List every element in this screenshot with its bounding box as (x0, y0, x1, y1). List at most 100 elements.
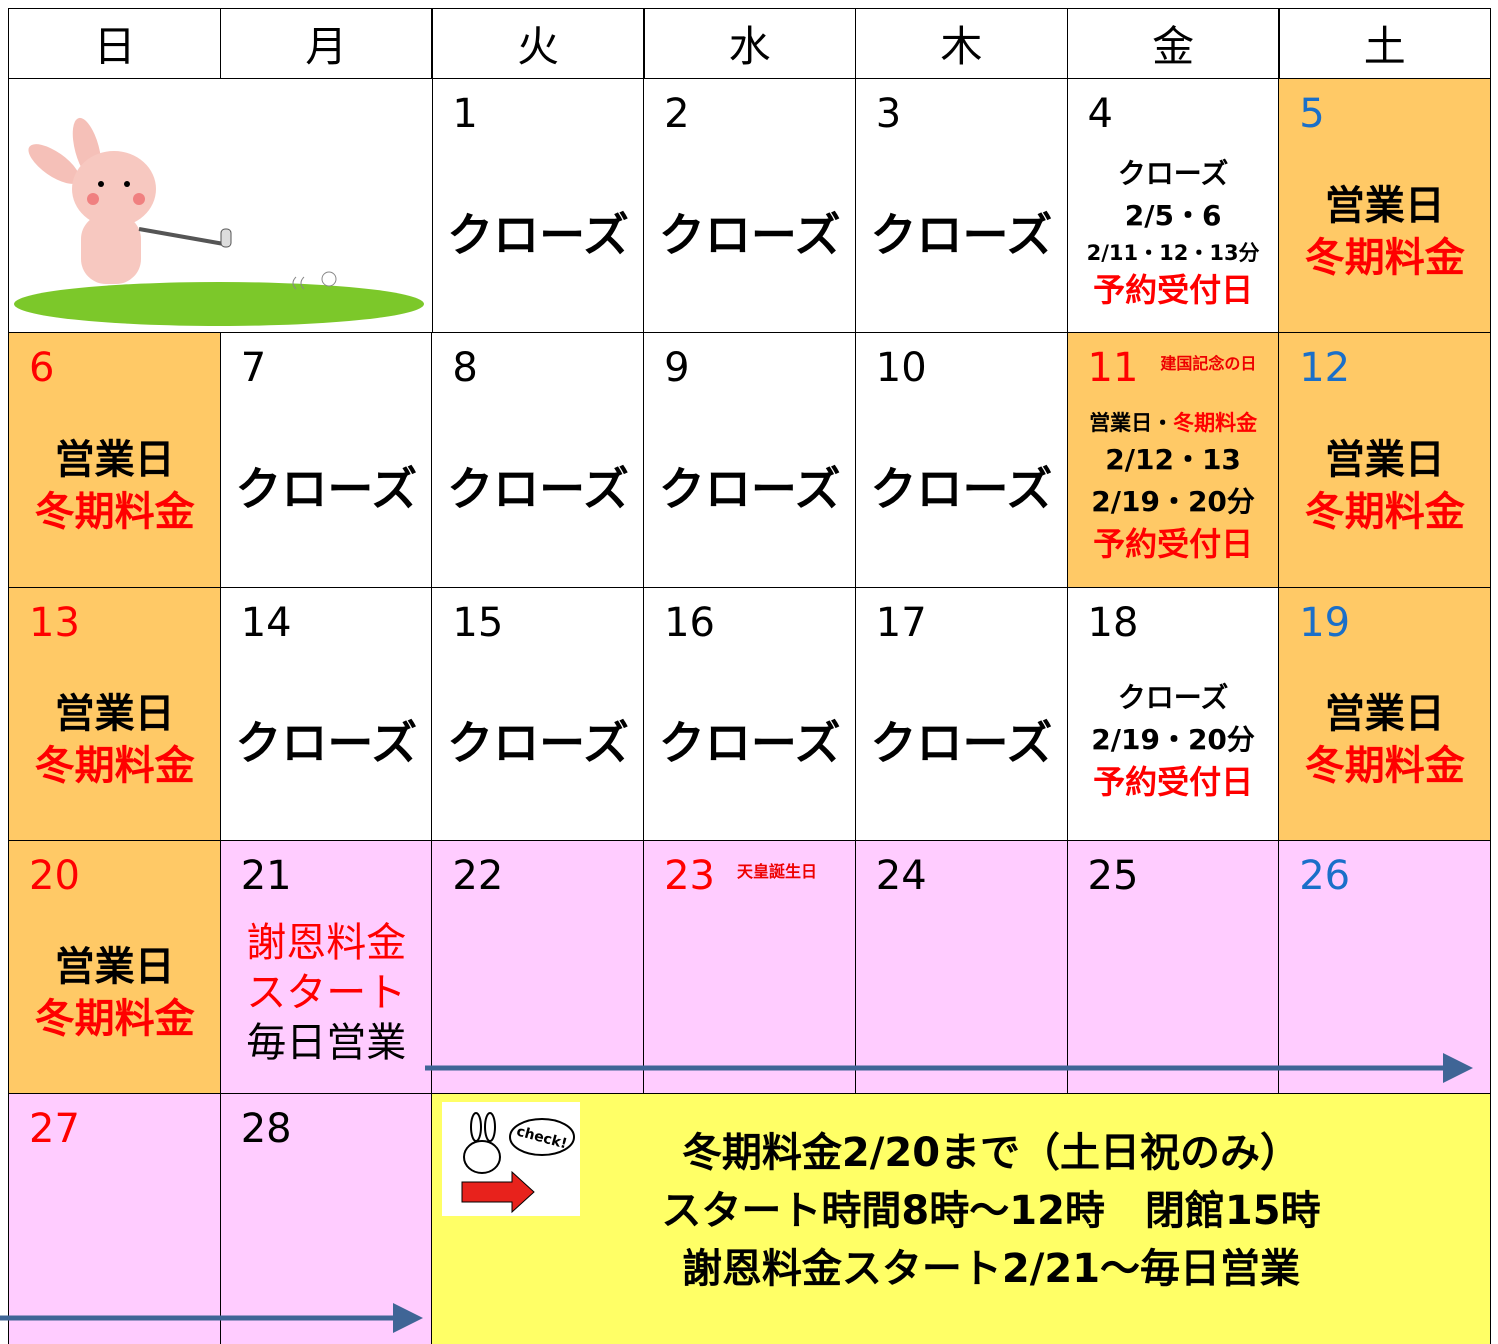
date-number: 21 (240, 853, 292, 899)
date-row: 28 (221, 1094, 432, 1164)
day-cell: 10 クローズ (854, 332, 1068, 589)
day-cell: 21 謝恩料金 スタート 毎日営業 (219, 840, 433, 1095)
cell-text-part: 2/5・6 (1124, 198, 1222, 232)
date-number: 12 (1299, 345, 1351, 391)
date-row: 27 (9, 1094, 220, 1164)
cell-text-part: スタート (246, 970, 407, 1017)
cell-text-part: 予約受付日 (1093, 270, 1254, 309)
cell-body: クローズ (432, 658, 643, 841)
date-number: 24 (875, 853, 927, 899)
date-number: 17 (875, 600, 927, 646)
cell-body (644, 911, 855, 1094)
cell-text: 営業日 (1325, 434, 1445, 486)
cell-text-part: 営業日 (1324, 691, 1445, 738)
day-cell: 7 クローズ (219, 332, 433, 589)
date-number: 14 (240, 600, 292, 646)
cell-text-part: 冬期料金 (1304, 743, 1465, 790)
cell-body: クローズ 2/5・6 2/11・12・13分予約受付日 (1068, 149, 1279, 333)
cell-body (9, 1164, 220, 1344)
cell-body: クローズ (221, 658, 432, 841)
day-cell: 2 クローズ (643, 78, 857, 334)
day-cell: 13 営業日 冬期料金 (8, 587, 222, 842)
day-cell: 20 営業日 冬期料金 (8, 840, 222, 1095)
cell-text: 2/12・13 (1105, 439, 1241, 481)
weekday-header: 水 (643, 8, 857, 80)
cell-text-part: 毎日営業 (246, 1020, 407, 1067)
date-number: 2 (664, 91, 690, 137)
date-row: 26 (1279, 841, 1490, 911)
date-number: 18 (1087, 600, 1139, 646)
date-number: 25 (1087, 853, 1139, 899)
cell-text-part: 冬期料金 (1304, 489, 1465, 536)
date-number: 4 (1087, 91, 1113, 137)
cell-text-part: クローズ (447, 462, 629, 517)
cell-text-part: 営業日 (54, 691, 175, 738)
cell-body: 営業日 冬期料金 (1279, 658, 1490, 841)
date-number: 28 (240, 1106, 292, 1152)
cell-text-part: 2/12・13 (1105, 443, 1241, 477)
weekday-header: 日 (8, 8, 222, 80)
day-cell: 19 営業日冬期料金 (1278, 587, 1492, 842)
date-number: 15 (452, 600, 504, 646)
cell-text: クローズ (447, 199, 629, 265)
cell-body (856, 911, 1067, 1094)
date-row: 20 (9, 841, 220, 911)
cell-body: クローズ (856, 149, 1067, 333)
notice-box: check! 冬期料金2/20まで（土日祝のみ） スタート時間8時～12時 閉館1… (431, 1093, 1491, 1344)
date-number: 19 (1299, 600, 1351, 646)
day-cell: 8 クローズ (431, 332, 645, 589)
cell-body: 営業日 冬期料金 (9, 403, 220, 588)
date-row: 19 (1279, 588, 1490, 658)
date-number: 3 (875, 91, 902, 137)
cell-text: クローズ (235, 453, 417, 519)
cell-text: 営業日 (55, 941, 175, 993)
notice-line: 謝恩料金スタート2/21～毎日営業 (681, 1246, 1301, 1292)
day-cell: 16 クローズ (643, 587, 857, 842)
date-row: 16 (644, 588, 855, 658)
cell-body: クローズ (856, 658, 1067, 841)
day-cell: 27 (8, 1093, 222, 1344)
cell-body: クローズ (644, 149, 855, 333)
day-cell: 28 (219, 1093, 433, 1344)
cell-body (1068, 911, 1279, 1094)
date-row: 5 (1279, 79, 1490, 149)
day-cell: 4 クローズ 2/5・6 2/11・12・13分 予約受付日 (1066, 78, 1280, 334)
cell-text: 2/19・20分 (1091, 719, 1255, 761)
day-cell: 15 クローズ (431, 587, 645, 842)
weekday-header: 火 (431, 8, 645, 80)
cell-text: クローズ (1118, 677, 1229, 719)
day-cell: 26 (1278, 840, 1492, 1095)
date-number: 7 (240, 345, 267, 391)
cell-text-part: 冬期料金 (34, 996, 195, 1043)
cell-text-part: クローズ (1117, 681, 1229, 715)
day-cell: 6 営業日 冬期料金 (8, 332, 222, 589)
cell-text: クローズ (1118, 153, 1229, 195)
date-row: 2 (644, 79, 855, 149)
cell-text: クローズ (447, 453, 629, 519)
date-number: 22 (452, 853, 504, 899)
cell-body (1279, 911, 1490, 1094)
cell-text: クローズ (871, 453, 1053, 519)
date-number: 20 (29, 853, 80, 899)
cell-text-part: クローズ (658, 716, 841, 771)
cell-text: 営業日 (1325, 688, 1445, 740)
date-row: 10 (856, 333, 1067, 403)
cell-body: クローズ (432, 403, 643, 588)
day-cell: 11 建国記念の日 営業日・冬期料金 2/12・13 2/19・20分 予約受付日 (1066, 332, 1280, 589)
notice-text: 冬期料金2/20まで（土日祝のみ） スタート時間8時～12時 閉館15時 謝恩料金ス… (432, 1124, 1490, 1298)
cell-text-part: 営業日 (1324, 182, 1445, 229)
date-row: 8 (432, 333, 643, 403)
date-row: 6 (9, 333, 220, 403)
day-cell: 12 営業日 冬期料金 (1278, 332, 1492, 589)
cell-text-part: 2/11・12・13分 (1086, 240, 1260, 265)
cell-text: 営業日 (1325, 180, 1445, 232)
date-row: 1 (432, 79, 643, 149)
cell-text: クローズ (871, 199, 1053, 265)
cell-text-part: 予約受付日 (1093, 525, 1254, 564)
date-number: 5 (1299, 91, 1325, 137)
day-cell: 23 天皇誕生日 (643, 840, 857, 1095)
date-row: 9 (644, 333, 855, 403)
day-cell: 5 営業日 冬期料金 (1278, 78, 1492, 334)
day-cell: 14 クローズ (219, 587, 433, 842)
date-row: 17 (856, 588, 1067, 658)
